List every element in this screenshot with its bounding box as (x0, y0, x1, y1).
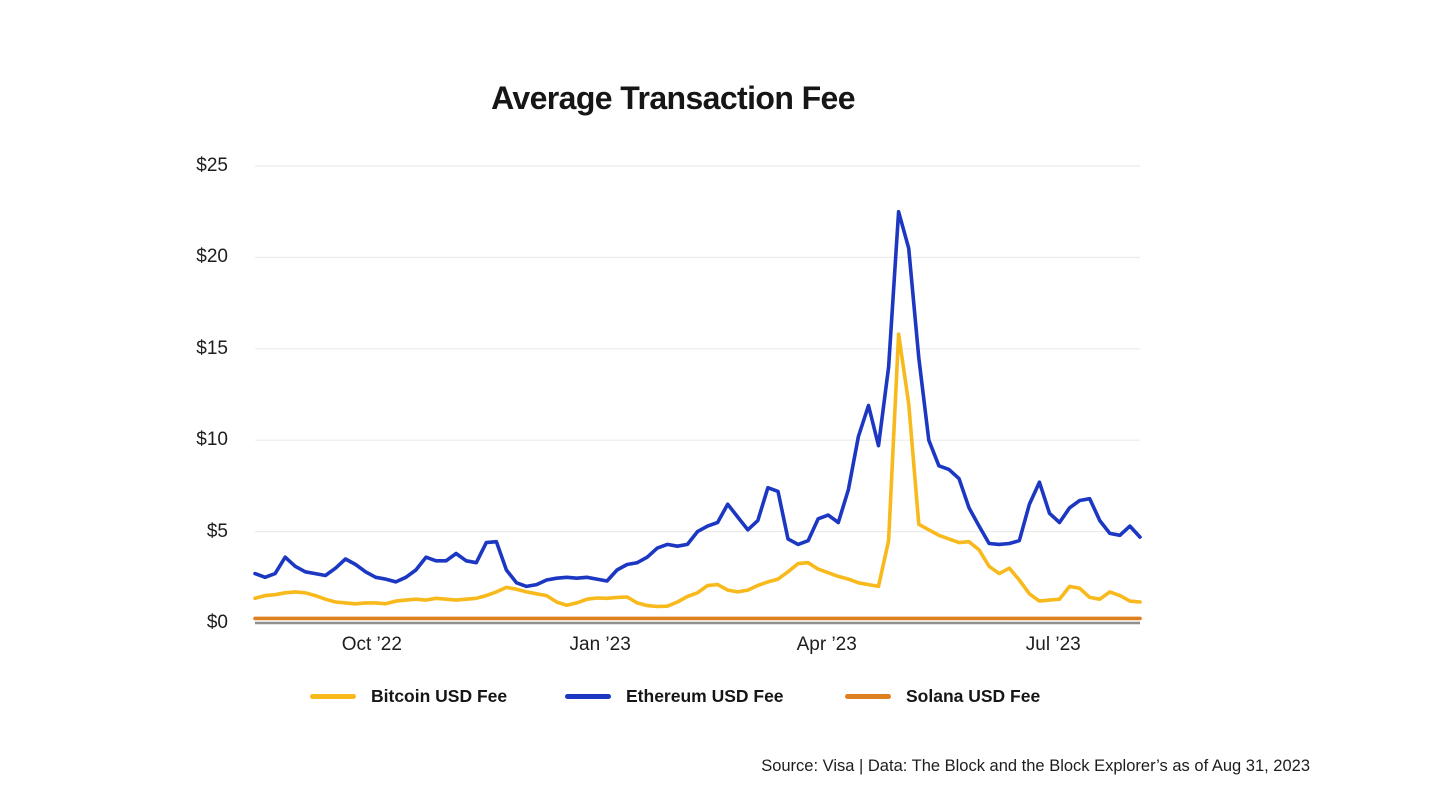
x-tick-label: Apr ’23 (796, 634, 857, 655)
y-tick-label: $5 (206, 520, 228, 542)
legend-item-solana: Solana USD Fee (845, 686, 1040, 707)
x-tick-label: Oct ’22 (341, 634, 402, 655)
y-tick-label: $20 (196, 246, 228, 268)
y-tick-label: $10 (196, 429, 228, 451)
y-tick-label: $0 (206, 612, 228, 633)
ethereum-line (253, 209, 1142, 589)
x-tick-label: Jul ’23 (1025, 634, 1081, 655)
legend-label-solana: Solana USD Fee (906, 686, 1041, 706)
ethereum-line-swatch-icon (565, 694, 611, 699)
solana-line-swatch-icon (845, 694, 891, 699)
y-tick-label: $15 (196, 337, 228, 359)
source-attribution: Source: Visa | Data: The Block and the B… (761, 757, 1310, 775)
legend-item-ethereum: Ethereum USD Fee (565, 686, 784, 707)
bitcoin-line (253, 332, 1142, 609)
chart-title: Average Transaction Fee (491, 80, 855, 116)
legend-item-bitcoin: Bitcoin USD Fee (310, 686, 507, 707)
x-tick-label: Jan ’23 (569, 634, 631, 655)
legend-label-ethereum: Ethereum USD Fee (626, 686, 784, 706)
bitcoin-line-swatch-icon (310, 694, 356, 699)
y-tick-label: $25 (196, 155, 228, 176)
legend-label-bitcoin: Bitcoin USD Fee (371, 686, 508, 706)
